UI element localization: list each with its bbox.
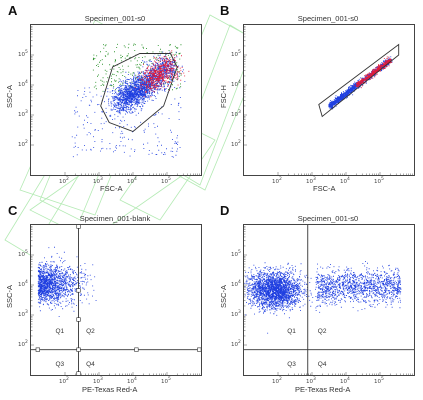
panel-d-quadrant-q4: Q4 [317, 360, 327, 368]
panel-c-main-points-points [37, 246, 97, 317]
panel-a-title: Specimen_001-s0 [84, 14, 146, 23]
panel-c-gate-handle [134, 347, 139, 352]
panel-c-ytick: 103 [18, 310, 28, 318]
plot-d-canvas [244, 225, 414, 375]
panel-d-ytick: 105 [231, 250, 241, 258]
panel-d-quadrant-q3: Q3 [287, 360, 296, 368]
panel-b-xtick: 103 [306, 177, 316, 185]
panel-d-main-points-points [244, 261, 402, 334]
panel-d-xtick: 104 [340, 377, 350, 385]
panel-a-ytick: 105 [18, 50, 28, 58]
panel-a-xtick: 104 [127, 177, 137, 185]
panel-a-main-points [71, 51, 186, 158]
panel-d-xtick: 102 [272, 377, 282, 385]
panel-b-ytick: 104 [231, 80, 241, 88]
panel-a-ytick: 103 [18, 110, 28, 118]
panel-c-quadrant-q3: Q3 [55, 360, 65, 368]
panel-b-ylabel: FSC-H [218, 85, 228, 108]
panel-letter-d: D [220, 203, 230, 218]
panel-c-ytick: 104 [18, 280, 28, 288]
panel-d-ytick: 102 [231, 340, 241, 348]
panel-d-title: Specimen_001-s0 [297, 214, 359, 223]
panel-d-xlabel: PE-Texas Red-A [295, 385, 351, 394]
panel-d-quadrant-q2: Q2 [317, 327, 327, 335]
panel-a-xtick: 103 [93, 177, 103, 185]
panel-c-gate-handle [76, 288, 81, 293]
panel-a-xtick: 105 [161, 177, 171, 185]
plot-b [243, 24, 415, 176]
panel-b-xtick: 104 [340, 177, 350, 185]
panel-c-ytick: 105 [18, 250, 28, 258]
plot-d [243, 224, 415, 376]
panel-letter-b: B [220, 3, 230, 18]
panel-b-dense-points [354, 56, 393, 89]
panel-c-xtick: 105 [161, 377, 171, 385]
panel-a-dense-points-points [134, 50, 190, 98]
plot-b-canvas [244, 26, 413, 175]
panel-c-xtick: 102 [59, 377, 69, 385]
panel-b-ytick: 102 [231, 140, 241, 148]
panel-c-quadrant-q1: Q1 [55, 327, 65, 335]
panel-c-xtick: 104 [127, 377, 137, 385]
panel-b-xtick: 105 [374, 177, 384, 185]
panel-a-main-points-points [71, 51, 186, 158]
panel-a-ytick: 104 [18, 80, 28, 88]
panel-d-ytick: 103 [231, 310, 241, 318]
panel-a-debris-points-points [92, 43, 182, 92]
panel-d-main-points [244, 261, 402, 334]
panel-letter-a: A [8, 3, 18, 18]
panel-b-xlabel: FSC-A [313, 184, 336, 193]
panel-c-gate-handle [76, 225, 81, 229]
panel-c-gate-handle [197, 347, 201, 352]
panel-a-gate [100, 53, 178, 133]
panel-a-ylabel: SSC-A [4, 85, 14, 108]
panel-b-ytick: 103 [231, 110, 241, 118]
panel-d-xtick: 105 [374, 377, 384, 385]
panel-c-quadrant-q4: Q4 [86, 360, 95, 368]
panel-c-gate-handle [76, 371, 81, 375]
panel-d-ytick: 104 [231, 280, 241, 288]
panel-letter-c: C [8, 203, 18, 218]
panel-d-quadrant-q1: Q1 [287, 327, 296, 335]
panel-b-xtick: 102 [272, 177, 282, 185]
panel-c-ylabel: SSC-A [4, 285, 14, 308]
panel-b-ytick: 105 [231, 50, 241, 58]
plot-c [30, 224, 202, 376]
panel-c-title: Specimen_001-blank [79, 214, 151, 223]
panel-a-ytick: 102 [18, 140, 28, 148]
panel-a-xlabel: FSC-A [100, 184, 123, 193]
panel-c-xtick: 103 [93, 377, 103, 385]
panel-d-ylabel: SSC-A [218, 285, 228, 308]
panel-c-gate-handle [76, 347, 81, 352]
panel-c-gate-handle [35, 347, 40, 352]
panel-b-gate [318, 43, 400, 118]
panel-a-xtick: 102 [59, 177, 69, 185]
plot-c-canvas [31, 225, 201, 375]
panel-a-debris-points [92, 43, 182, 92]
plot-a [30, 24, 202, 176]
panel-a-dense-points [134, 50, 190, 98]
panel-b-dense-points-points [354, 56, 393, 89]
panel-d-xtick: 103 [306, 377, 316, 385]
panel-c-ytick: 102 [18, 340, 28, 348]
panel-b-title: Specimen_001-s0 [297, 14, 359, 23]
panel-c-main-points [37, 246, 97, 317]
panel-c-quadrant-q2: Q2 [86, 327, 95, 335]
plot-a-canvas [31, 26, 200, 175]
panel-c-gate-handle [76, 317, 81, 322]
panel-c-xlabel: PE-Texas Red-A [82, 385, 138, 394]
